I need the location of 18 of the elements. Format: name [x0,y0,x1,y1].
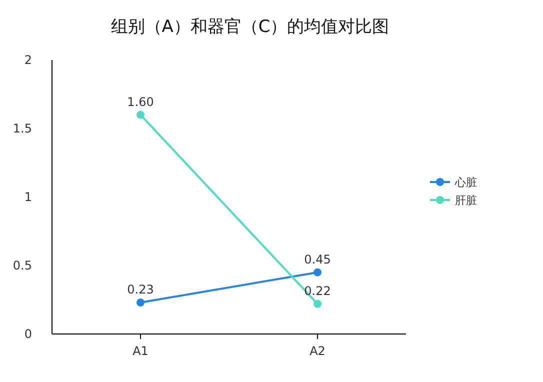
data-label: 0.45 [304,252,331,266]
x-tick-label: A1 [132,344,148,358]
legend-label: 心脏 [454,176,477,189]
data-label: 0.23 [127,282,154,296]
point [136,298,144,306]
point [136,110,144,119]
y-tick-label: 1.5 [12,122,32,136]
y-tick-label: 2 [24,53,32,67]
y-tick-label: 0 [24,327,32,341]
x-tick-label: A2 [310,344,326,358]
legend-label: 肝脏 [455,194,477,207]
data-label: 0.22 [304,284,331,298]
point [314,268,322,276]
point [314,300,322,308]
y-tick-label: 0.5 [12,258,32,272]
chart-title: 组别（A）和器官（C）的均值对比图 [110,17,390,37]
y-tick-label: 1 [24,190,32,204]
data-label: 1.60 [127,94,154,109]
